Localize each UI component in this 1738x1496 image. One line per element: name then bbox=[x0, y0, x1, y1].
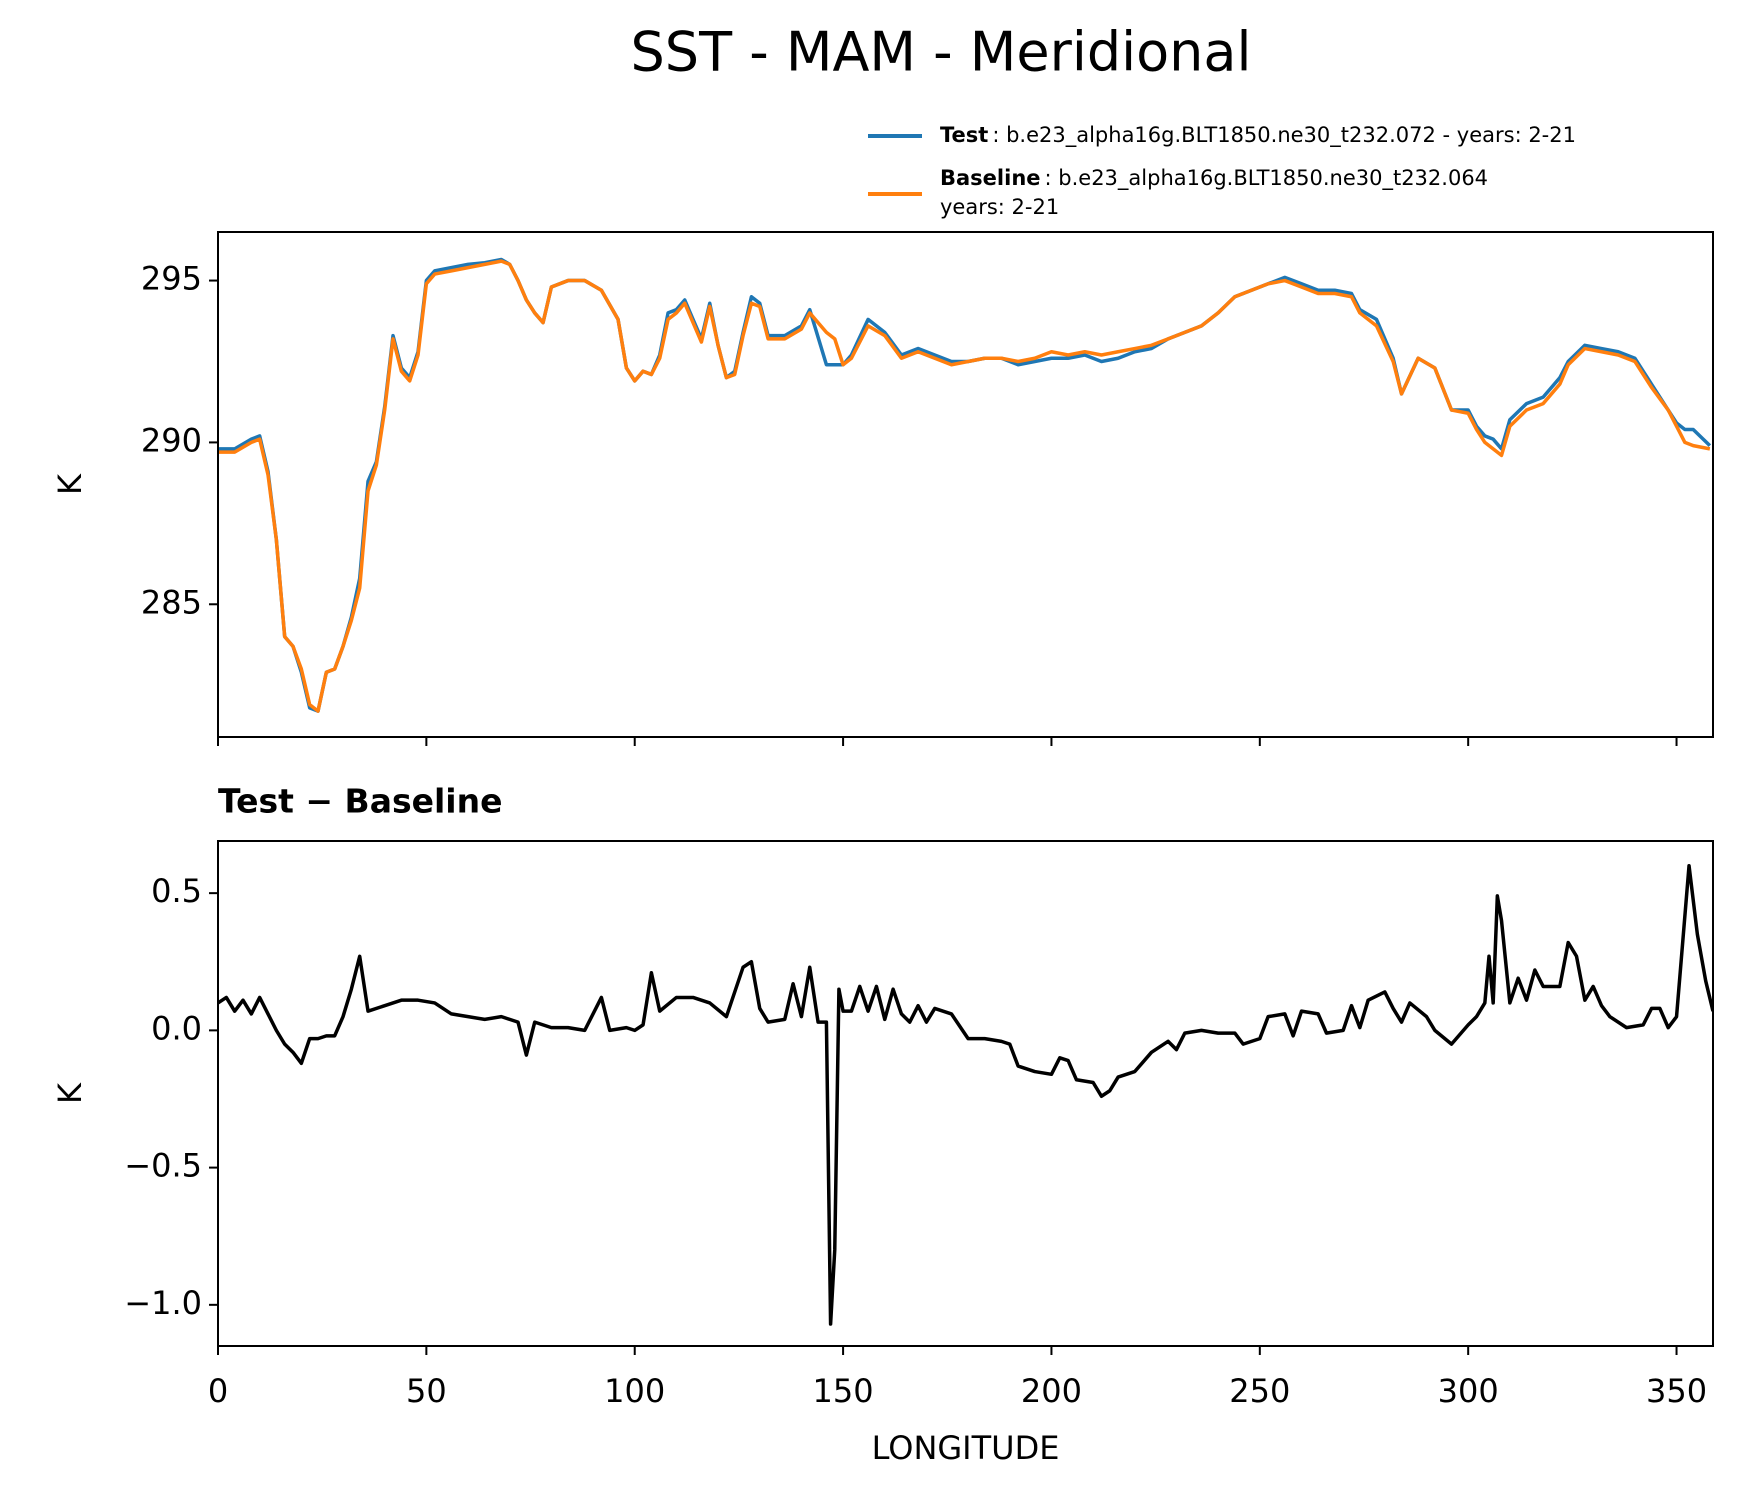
x-tick-label: 0 bbox=[208, 1372, 228, 1410]
axes-frame bbox=[217, 840, 1714, 1347]
x-tick-label: 200 bbox=[1021, 1372, 1082, 1410]
line-series bbox=[218, 259, 1711, 713]
x-tick-label: 100 bbox=[604, 1372, 665, 1410]
legend-name: Test bbox=[940, 123, 988, 147]
suptitle: SST - MAM - Meridional bbox=[631, 21, 1252, 84]
legend-name: Baseline bbox=[940, 166, 1041, 190]
line-series bbox=[218, 257, 1712, 713]
y-tick-label: 0.5 bbox=[151, 872, 202, 910]
x-tick-label: 300 bbox=[1438, 1372, 1499, 1410]
x-tick-label: 250 bbox=[1229, 1372, 1290, 1410]
y-tick-label: 290 bbox=[141, 421, 202, 459]
y-axis-label: K bbox=[51, 1082, 89, 1104]
x-axis-label: LONGITUDE bbox=[872, 1429, 1060, 1467]
y-tick-label: 295 bbox=[141, 260, 202, 298]
axes-title: Test − Baseline bbox=[218, 782, 503, 821]
y-tick-label: −0.5 bbox=[124, 1147, 202, 1185]
x-tick-label: 150 bbox=[813, 1372, 874, 1410]
legend-label: : b.e23_alpha16g.BLT1850.ne30_t232.072 -… bbox=[992, 123, 1576, 148]
legend-entry: Baseline: b.e23_alpha16g.BLT1850.ne30_t2… bbox=[940, 166, 1488, 191]
legend-label: : b.e23_alpha16g.BLT1850.ne30_t232.064 bbox=[1045, 166, 1489, 191]
axes-frame bbox=[217, 231, 1714, 738]
plot-area bbox=[218, 863, 1713, 1326]
line-series bbox=[218, 863, 1713, 1326]
y-tick-label: −1.0 bbox=[124, 1284, 202, 1322]
plot-area bbox=[218, 257, 1712, 713]
y-tick-label: 285 bbox=[141, 583, 202, 621]
y-axis-label: K bbox=[51, 473, 89, 495]
y-tick-label: 0.0 bbox=[151, 1009, 202, 1047]
x-tick-label: 350 bbox=[1646, 1372, 1707, 1410]
x-tick-label: 50 bbox=[406, 1372, 447, 1410]
legend-entry: Test: b.e23_alpha16g.BLT1850.ne30_t232.0… bbox=[940, 123, 1576, 148]
legend-label-line: years: 2-21 bbox=[940, 195, 1059, 219]
